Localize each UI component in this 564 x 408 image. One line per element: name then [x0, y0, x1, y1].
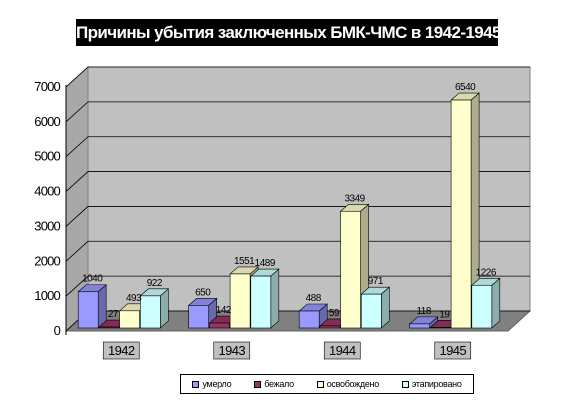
data-label: 1489 [255, 258, 276, 269]
bar-front [450, 99, 472, 329]
chart-legend: умерло бежало освобождено этапировано [180, 374, 474, 394]
legend-item: бежало [254, 379, 294, 389]
bar-side [491, 277, 501, 329]
gridline [65, 275, 530, 297]
category-tab [323, 341, 361, 360]
data-label: 59 [329, 308, 340, 319]
y-tick-label: 0 [54, 323, 61, 338]
bar-front [409, 323, 431, 329]
legend-label: освобождено [326, 379, 380, 389]
y-tick-label: 6000 [34, 114, 60, 129]
category-label: 1945 [439, 343, 466, 358]
legend-swatch [192, 380, 200, 388]
legend-item: освобождено [316, 379, 380, 389]
bar [250, 268, 280, 329]
bar-front [250, 275, 272, 329]
bar-front [298, 310, 320, 329]
gridline [65, 171, 530, 192]
category-tab [213, 341, 251, 360]
category-tab [434, 341, 472, 360]
bar-front [340, 210, 361, 329]
bar-front [98, 326, 120, 329]
bar-front [119, 310, 140, 329]
data-label: 1551 [234, 256, 255, 267]
category-label: 1944 [329, 343, 356, 358]
category-label: 1942 [108, 343, 135, 358]
bar-front [229, 273, 251, 329]
data-label: 493 [126, 293, 142, 304]
data-label: 118 [416, 306, 431, 317]
y-tick-label: 3000 [34, 218, 60, 233]
y-tick-label: 1000 [34, 288, 60, 303]
bar [471, 277, 501, 329]
data-label: 1226 [476, 267, 497, 278]
bar-front [209, 322, 230, 329]
data-label: 142 [216, 305, 232, 316]
legend-item: этапировано [401, 379, 462, 389]
legend-item: умерло [192, 379, 232, 389]
bar-front [471, 284, 493, 329]
data-label: 488 [306, 293, 322, 304]
chart-title: Причины убытия заключенных БМК-ЧМС в 194… [76, 19, 498, 46]
gridline [65, 101, 530, 123]
legend-swatch [254, 380, 262, 388]
data-label: 6540 [455, 82, 476, 93]
y-tick-label: 7000 [34, 79, 60, 94]
bar [408, 316, 439, 329]
data-label: 971 [368, 276, 384, 287]
gridline [65, 136, 530, 158]
legend-label: умерло [202, 379, 232, 389]
y-tick-label: 2000 [34, 253, 60, 268]
legend-swatch [316, 380, 324, 388]
data-label: 3349 [344, 193, 365, 204]
bar [360, 286, 391, 329]
y-tick-label: 4000 [34, 184, 60, 199]
category-tab [102, 341, 140, 360]
gridline [65, 66, 530, 88]
bar-front [188, 305, 209, 329]
bar-front [140, 295, 161, 329]
legend-label: этапировано [411, 379, 462, 389]
bar [77, 284, 107, 329]
bar-front [430, 327, 451, 329]
data-label: 27 [108, 309, 119, 320]
bar-front [360, 293, 382, 329]
data-label: 650 [195, 287, 211, 298]
data-label: 1040 [82, 274, 103, 285]
category-label: 1943 [218, 343, 245, 358]
bar [139, 288, 170, 329]
bar [450, 92, 480, 329]
y-tick-label: 5000 [34, 149, 60, 164]
data-label: 19 [439, 309, 450, 320]
bar-side [270, 268, 280, 329]
data-label: 922 [147, 278, 163, 289]
gridline [65, 240, 530, 262]
gridline [65, 206, 530, 227]
bar-front [77, 291, 99, 329]
bar-front [319, 325, 341, 329]
legend-label: бежало [264, 379, 294, 389]
legend-swatch [401, 380, 409, 388]
